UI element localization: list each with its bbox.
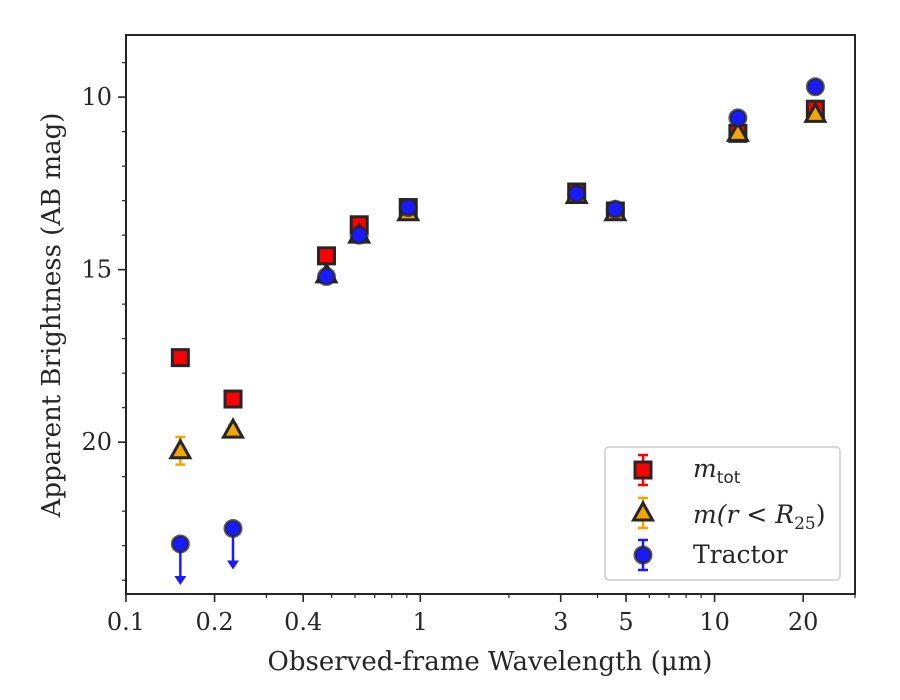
x-tick-label: 0.2 xyxy=(196,608,234,636)
legend-label-mtot: mtot xyxy=(693,454,741,488)
y-tick-label: 20 xyxy=(81,428,112,456)
x-axis-title: Observed-frame Wavelength (μm) xyxy=(268,647,713,677)
legend-square-marker xyxy=(633,453,653,487)
square-point xyxy=(170,348,190,368)
legend-square xyxy=(633,460,653,480)
square-point xyxy=(223,389,243,409)
circle-point xyxy=(728,108,748,128)
x-tick-label: 0.1 xyxy=(107,608,145,636)
legend-triangle-marker xyxy=(630,496,656,530)
upper-limit-arrow-head xyxy=(174,575,187,585)
legend-circle-marker xyxy=(633,538,653,572)
circle-point xyxy=(316,267,336,287)
legend: mtot m(r < R25) Tractor xyxy=(604,446,841,581)
triangle-point xyxy=(803,101,828,123)
circle-point xyxy=(605,199,625,219)
triangle-point xyxy=(220,417,246,439)
x-tick-label: 0.4 xyxy=(284,608,322,636)
x-tick-label: 3 xyxy=(553,608,568,636)
circle-point xyxy=(170,534,190,554)
series-circle xyxy=(170,77,825,585)
y-axis-title: Apparent Brightness (AB mag) xyxy=(37,113,67,519)
legend-entry-mtot: mtot xyxy=(633,453,741,488)
legend-triangle xyxy=(630,499,656,522)
x-tick-label: 5 xyxy=(618,608,633,636)
x-tick-label: 10 xyxy=(699,608,730,636)
circle-point xyxy=(567,184,587,204)
x-tick-label: 20 xyxy=(788,608,819,636)
marks-layer xyxy=(168,77,828,585)
x-tick-label: 1 xyxy=(413,608,428,636)
circle-point xyxy=(223,518,243,538)
series-square xyxy=(170,99,825,409)
triangle-point xyxy=(725,120,750,142)
series-triangle xyxy=(168,101,828,466)
axes-layer: 0.1 0.2 0.4 1 3 5 10 20 10 15 20 xyxy=(81,62,856,636)
legend-entry-tractor: Tractor xyxy=(633,538,788,572)
legend-box xyxy=(604,446,841,581)
legend-label-mr25: m(r < R25) xyxy=(693,500,825,534)
y-tick-label: 15 xyxy=(81,256,112,284)
triangle-point xyxy=(168,437,193,460)
legend-entry-mr25: m(r < R25) xyxy=(630,496,825,534)
legend-label-tractor: Tractor xyxy=(693,540,788,569)
legend-circle xyxy=(633,545,653,565)
circle-point xyxy=(398,198,418,218)
square-point xyxy=(316,246,336,266)
circle-point xyxy=(349,225,369,245)
y-tick-label: 10 xyxy=(81,83,112,111)
plot-frame xyxy=(125,34,856,595)
upper-limit-arrow-head xyxy=(227,560,240,570)
circle-point xyxy=(805,77,825,97)
